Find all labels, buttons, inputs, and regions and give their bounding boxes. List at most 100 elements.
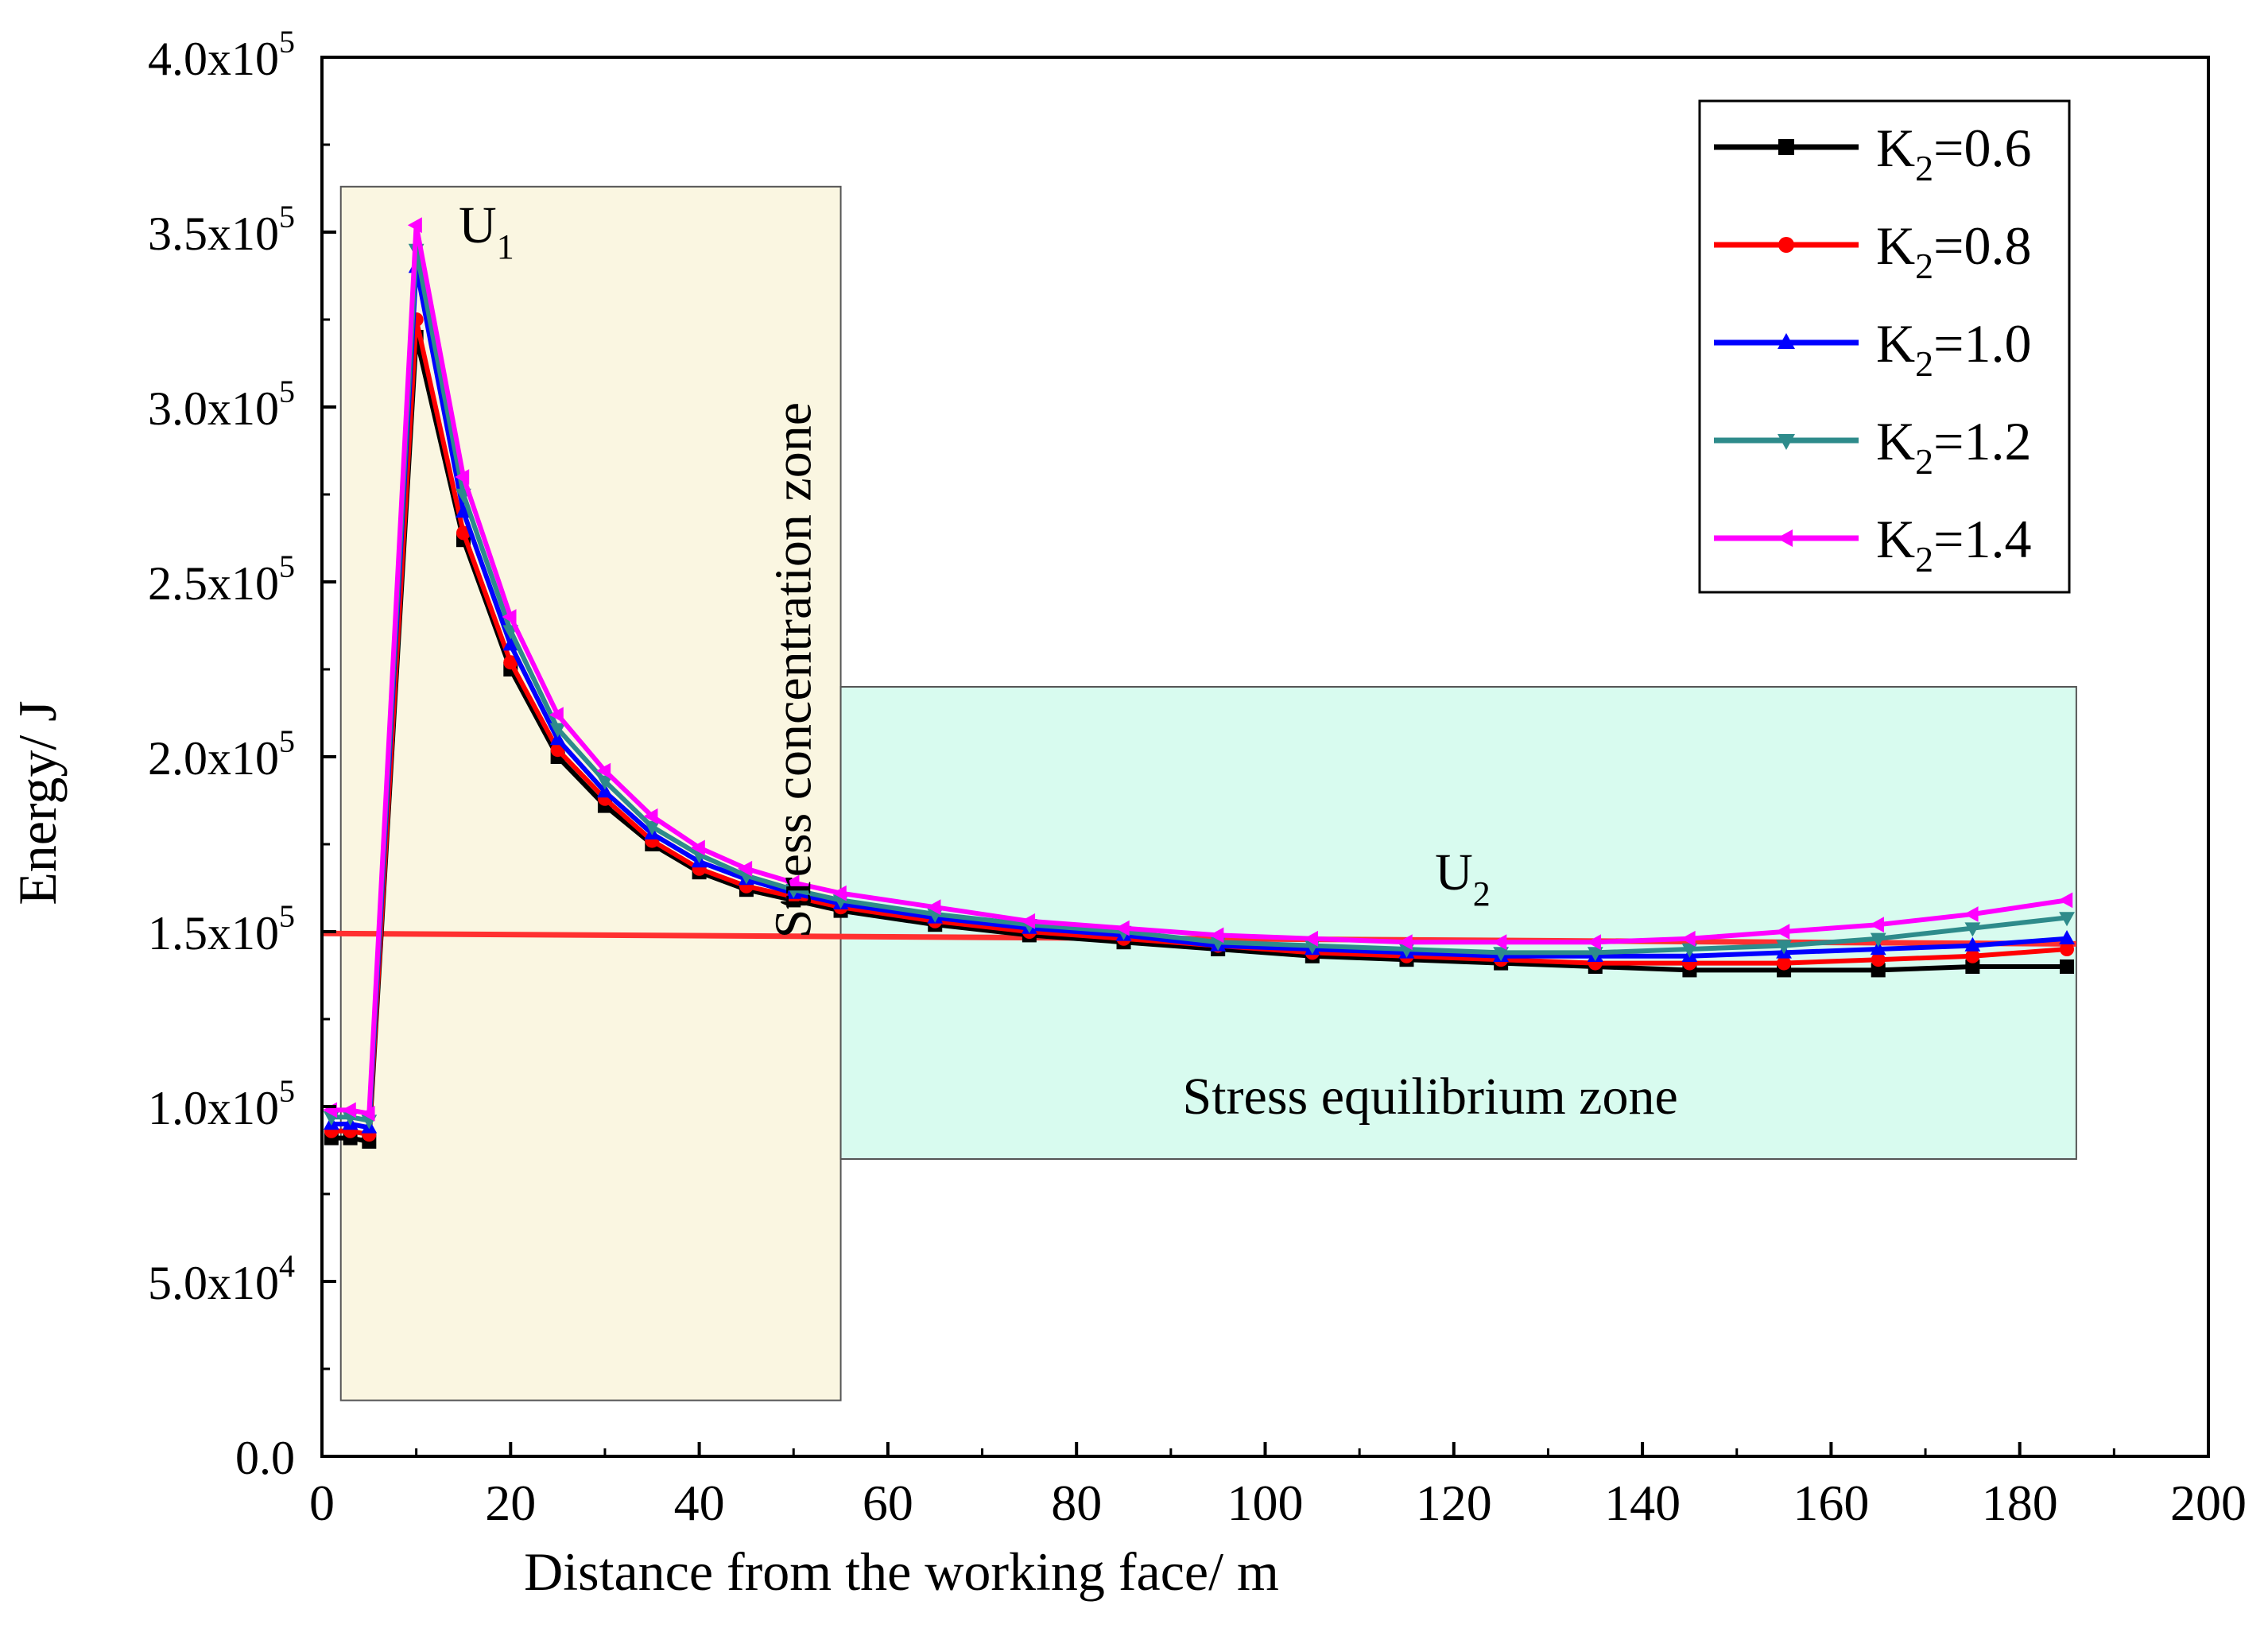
legend-marker (1778, 139, 1794, 155)
series-layer (321, 217, 2076, 1149)
y-tick-label-350000: 3.5x105 (148, 199, 295, 260)
x-tick-label-0: 0 (309, 1475, 335, 1531)
point-K2=1.4-85 (1115, 920, 1130, 936)
point-K2=1.4-105 (1304, 930, 1319, 947)
legend-item-K2=1.4: K2=1.4 (1714, 509, 2031, 580)
y-tick-label-300000: 3.0x105 (148, 374, 295, 435)
legend-item-K2=0.6: K2=0.6 (1714, 118, 2031, 188)
legend-item-K2=1.0: K2=1.0 (1714, 313, 2031, 384)
point-K2=0.6-175 (1965, 959, 1980, 974)
point-K2=1.2-175 (1964, 922, 1981, 937)
point-K2=1.4-25 (549, 707, 564, 723)
y-tick-label-400000: 4.0x105 (148, 24, 295, 85)
series-line-K2=1.2 (331, 247, 2068, 1123)
point-K2=1.4-30 (596, 762, 611, 779)
x-axis-label: Distance from the working face/ m (524, 1541, 1279, 1602)
series-K2=1.4 (323, 217, 2073, 1122)
point-K2=1.4-5 (360, 1105, 375, 1122)
series-line-K2=1.0 (331, 265, 2068, 1130)
point-K2=0.8-15 (456, 525, 471, 541)
legend-marker (1778, 237, 1794, 253)
point-K2=0.8-155 (1777, 956, 1792, 971)
legend-marker (1777, 529, 1793, 547)
point-K2=1.2-30 (597, 775, 613, 790)
point-K2=1.0-30 (597, 783, 613, 798)
stress-concentration-zone-label: Stress concentration zone (765, 402, 823, 938)
y-tick-label-250000: 2.5x105 (148, 549, 295, 610)
x-tick-label-60: 60 (863, 1475, 913, 1531)
y-tick-label-150000: 1.5x105 (148, 898, 295, 959)
point-K2=0.6-165 (1871, 963, 1886, 978)
point-K2=1.4-155 (1775, 924, 1790, 940)
y-tick-label-100000: 1.0x105 (148, 1073, 295, 1134)
legend-label: K2=1.4 (1876, 509, 2031, 580)
point-K2=0.6-185 (2060, 959, 2075, 974)
legend-marker (1778, 333, 1795, 349)
point-K2=1.4-20 (502, 609, 517, 625)
point-K2=1.0-25 (549, 731, 566, 746)
legend-label: K2=1.2 (1876, 411, 2031, 482)
legend-label: K2=1.0 (1876, 313, 2031, 384)
point-K2=1.4-50 (785, 874, 800, 891)
y-axis-label: Energy/ J (7, 700, 68, 905)
point-K2=1.4-40 (690, 839, 705, 856)
legend-item-K2=0.8: K2=0.8 (1714, 215, 2031, 286)
point-K2=1.2-155 (1776, 940, 1792, 955)
axes-layer: 0 20 40 60 80 100 120 140 160 180 200 0.0 5.0x104 1.0… (148, 24, 2247, 1531)
x-tick-label-180: 180 (1982, 1475, 2058, 1531)
point-K2=1.2-185 (2059, 912, 2075, 927)
point-K2=0.8-175 (1965, 948, 1980, 963)
legend-item-K2=1.2: K2=1.2 (1714, 411, 2031, 482)
legend: K2=0.6 K2=0.8 K2=1.0 K2=1.2 K2=1.4 (1698, 99, 2071, 594)
series-line-K2=0.8 (331, 317, 2068, 1138)
x-tick-label-100: 100 (1227, 1475, 1304, 1531)
x-tick-label-160: 160 (1793, 1475, 1869, 1531)
point-K2=1.4-115 (1398, 934, 1413, 951)
x-tick-label-120: 120 (1416, 1475, 1492, 1531)
point-K2=1.4-135 (1586, 934, 1601, 951)
point-K2=0.8-20 (503, 655, 518, 670)
series-line-K2=0.6 (331, 335, 2067, 1144)
point-K2=1.0-185 (2059, 930, 2075, 944)
legend-marker (1778, 434, 1795, 450)
point-K2=1.4-95 (1209, 927, 1224, 944)
point-K2=0.8-165 (1871, 952, 1886, 967)
point-K2=1.4-165 (1869, 917, 1884, 933)
point-K2=1.4-185 (2058, 892, 2073, 909)
point-K2=1.4-35 (643, 808, 658, 824)
point-K2=1.4-125 (1492, 934, 1507, 951)
point-K2=1.2-35 (644, 820, 661, 835)
regions-layer (339, 185, 2077, 1401)
point-K2=1.4-45 (738, 860, 753, 877)
legend-box (1698, 99, 2071, 594)
point-K2=1.4-75 (1021, 913, 1036, 929)
point-K2=1.4-145 (1681, 930, 1696, 947)
x-tick-label-40: 40 (674, 1475, 725, 1531)
y-tick-label-50000: 5.0x104 (148, 1248, 295, 1309)
legend-label: K2=0.8 (1876, 215, 2031, 286)
series-line-K2=1.4 (331, 223, 2068, 1116)
y-tick-label-0: 0.0 (235, 1432, 295, 1484)
point-K2=1.0-15 (456, 503, 471, 518)
point-K2=1.2-135 (1587, 947, 1603, 962)
point-K2=1.4-3 (341, 1102, 356, 1118)
point-K2=1.4-175 (1964, 906, 1979, 922)
point-K2=1.2-145 (1681, 943, 1698, 958)
legend-label: K2=0.6 (1876, 118, 2031, 188)
x-tick-label-80: 80 (1051, 1475, 1102, 1531)
point-K2=1.4-65 (926, 899, 941, 916)
point-K2=1.0-165 (1870, 940, 1886, 956)
point-K2=0.8-185 (2060, 942, 2075, 956)
x-tick-label-140: 140 (1604, 1475, 1681, 1531)
x-tick-label-20: 20 (485, 1475, 536, 1531)
point-K2=1.2-125 (1493, 947, 1510, 962)
point-K2=1.4-10 (407, 217, 422, 234)
annotation-u1: U1 (459, 196, 514, 266)
annotation-u2: U2 (1435, 843, 1491, 913)
point-K2=1.4-55 (832, 885, 847, 901)
x-tick-label-200: 200 (2170, 1475, 2247, 1531)
stress-equilibrium-zone-label: Stress equilibrium zone (1183, 1068, 1678, 1126)
point-K2=1.0-20 (502, 636, 519, 651)
annotations-layer: Stress concentration zone Stress equilibr… (459, 196, 1678, 1126)
